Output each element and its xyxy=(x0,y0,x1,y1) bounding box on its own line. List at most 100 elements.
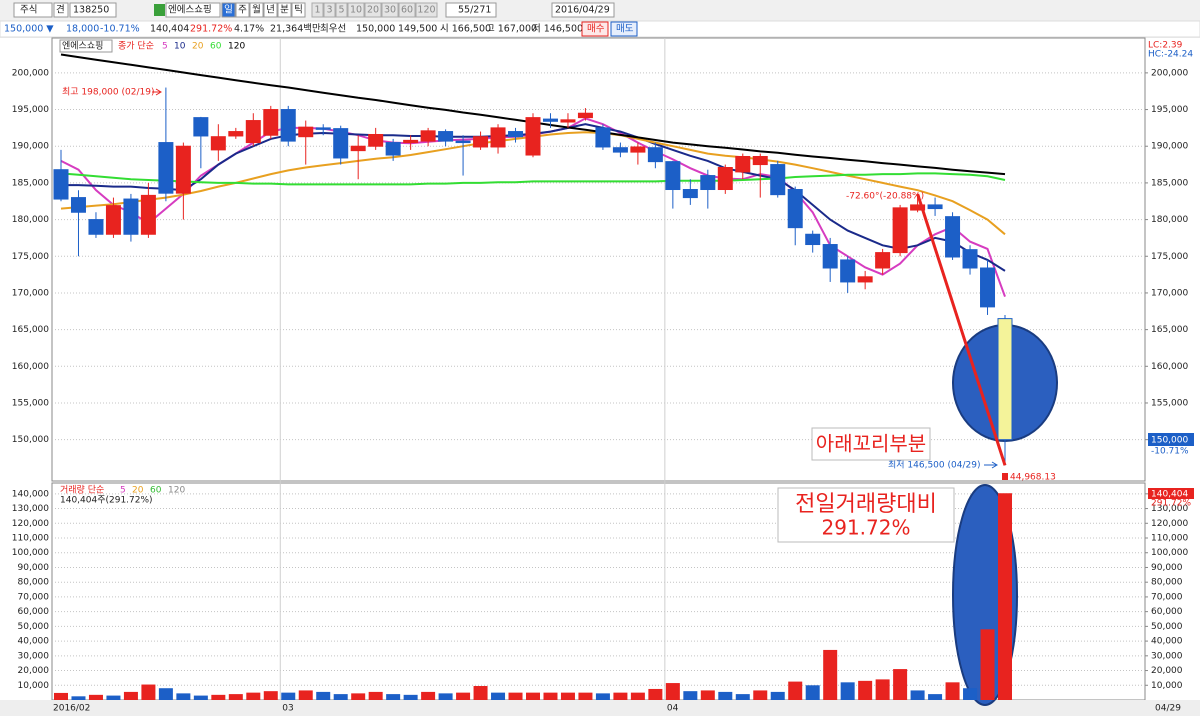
candle-body xyxy=(245,120,261,144)
period-label: 월 xyxy=(252,4,261,16)
quote-price: 150,000 ▼ xyxy=(4,24,54,35)
candle-body xyxy=(962,249,978,269)
volume-bar xyxy=(700,690,715,700)
candle-body xyxy=(473,136,489,148)
price-title: 엔에스쇼핑 xyxy=(62,41,103,52)
volume-bar xyxy=(228,694,243,700)
interval-button[interactable] xyxy=(347,2,365,18)
candle-body xyxy=(368,133,384,147)
volume-bar xyxy=(858,680,873,700)
interval-button[interactable] xyxy=(364,2,382,18)
period-button[interactable] xyxy=(291,2,306,18)
y-tick-label: 195,000 xyxy=(1151,105,1188,115)
period-button[interactable] xyxy=(277,2,292,18)
interval-button[interactable] xyxy=(381,2,399,18)
low-annotation: 최저 146,500 (04/29) xyxy=(888,460,980,471)
y-tick-label: 50,000 xyxy=(1151,622,1183,632)
interval-button[interactable] xyxy=(311,2,324,18)
period-button[interactable] xyxy=(235,2,250,18)
candle-body xyxy=(805,233,821,246)
y-tick-label: 180,000 xyxy=(12,215,49,225)
quote-open: 시 166,500 xyxy=(440,24,491,35)
mode-box[interactable] xyxy=(53,2,69,18)
volume-bar xyxy=(176,693,191,700)
interval-button[interactable] xyxy=(335,2,348,18)
volume-bar xyxy=(281,692,296,700)
period-button[interactable] xyxy=(249,2,264,18)
candle-body xyxy=(752,156,768,166)
legend-entry: 20 xyxy=(192,42,204,52)
ma-line xyxy=(60,172,1006,186)
volume-bar xyxy=(351,693,366,700)
date-box[interactable] xyxy=(551,2,615,18)
y-tick-label: 165,000 xyxy=(12,325,49,335)
legend-entry: 120 xyxy=(228,42,245,52)
interval-label: 5 xyxy=(338,5,344,16)
interval-label: 30 xyxy=(384,5,396,16)
interval-button[interactable] xyxy=(415,2,438,18)
y-tick-label: 195,000 xyxy=(12,105,49,115)
interval-label: 60 xyxy=(401,5,413,16)
candle-body xyxy=(210,136,226,151)
period-button[interactable] xyxy=(263,2,278,18)
interval-button[interactable] xyxy=(323,2,336,18)
y-tick-label: 160,000 xyxy=(1151,362,1188,372)
quote-amount: 21,364백만 xyxy=(270,24,321,35)
price-tag-change: -10.71% xyxy=(1151,447,1189,457)
quote-low: 저 146,500 xyxy=(532,24,583,35)
quote-bid: 149,500 xyxy=(398,24,437,35)
y-tick-label: 175,000 xyxy=(1151,252,1188,262)
y-tick-label: 170,000 xyxy=(1151,288,1188,298)
volume-title: 거래량 단순 xyxy=(60,484,104,496)
volume-bar xyxy=(298,690,313,700)
code-input[interactable] xyxy=(69,2,117,18)
y-tick-label: 110,000 xyxy=(1151,534,1188,544)
y-tick-label: 110,000 xyxy=(12,534,49,544)
legend: 5 10 20 60 120 xyxy=(162,42,245,52)
candle-body xyxy=(455,140,471,144)
quote-change-pct: -10.71% xyxy=(100,24,140,35)
interval-button[interactable] xyxy=(398,2,416,18)
sell-button[interactable] xyxy=(610,21,638,37)
y-tick-label: 130,000 xyxy=(1151,504,1188,514)
candle-body xyxy=(840,259,856,283)
volume-bar xyxy=(998,493,1012,700)
volume-bar xyxy=(123,691,138,700)
y-tick-label: 30,000 xyxy=(1151,651,1183,661)
volume-bar xyxy=(421,691,436,700)
market-select[interactable] xyxy=(13,2,53,18)
quote-change: 18,000 xyxy=(66,24,99,35)
y-tick-label: 60,000 xyxy=(18,607,50,617)
candle-body xyxy=(892,207,908,254)
period-label: 년 xyxy=(266,5,275,16)
y-tick-label: 70,000 xyxy=(18,592,50,602)
volume-bar xyxy=(403,694,418,700)
volume-bar xyxy=(456,692,471,700)
candle-body xyxy=(385,142,401,156)
period-label: 분 xyxy=(280,5,289,16)
quote-volume: 140,404 xyxy=(150,24,189,35)
volume-bar xyxy=(805,685,820,700)
buy-button[interactable] xyxy=(581,21,609,37)
candle-body xyxy=(88,219,104,235)
candle-body xyxy=(193,117,209,137)
quote-ask: 150,000 xyxy=(356,24,395,35)
period-button[interactable] xyxy=(221,2,236,18)
name-box xyxy=(165,2,221,18)
price-tag-label: 150,000 xyxy=(1151,436,1188,446)
candle-body xyxy=(700,175,716,191)
high-annotation: 최고 198,000 (02/19) xyxy=(62,87,154,98)
candle-body xyxy=(105,205,121,235)
volume-bar xyxy=(473,686,488,700)
candle-body xyxy=(665,161,681,191)
hc-label: HC:-24.24 xyxy=(1148,50,1193,60)
y-tick-label: 130,000 xyxy=(12,504,49,514)
volume-bar xyxy=(718,691,733,700)
volume-bar xyxy=(630,692,645,700)
slope-line xyxy=(916,193,1007,466)
tail-note: 아래꼬리부분 xyxy=(816,432,926,456)
volume-bar xyxy=(648,688,663,700)
y-tick-label: 160,000 xyxy=(12,362,49,372)
candle-body xyxy=(910,204,926,211)
